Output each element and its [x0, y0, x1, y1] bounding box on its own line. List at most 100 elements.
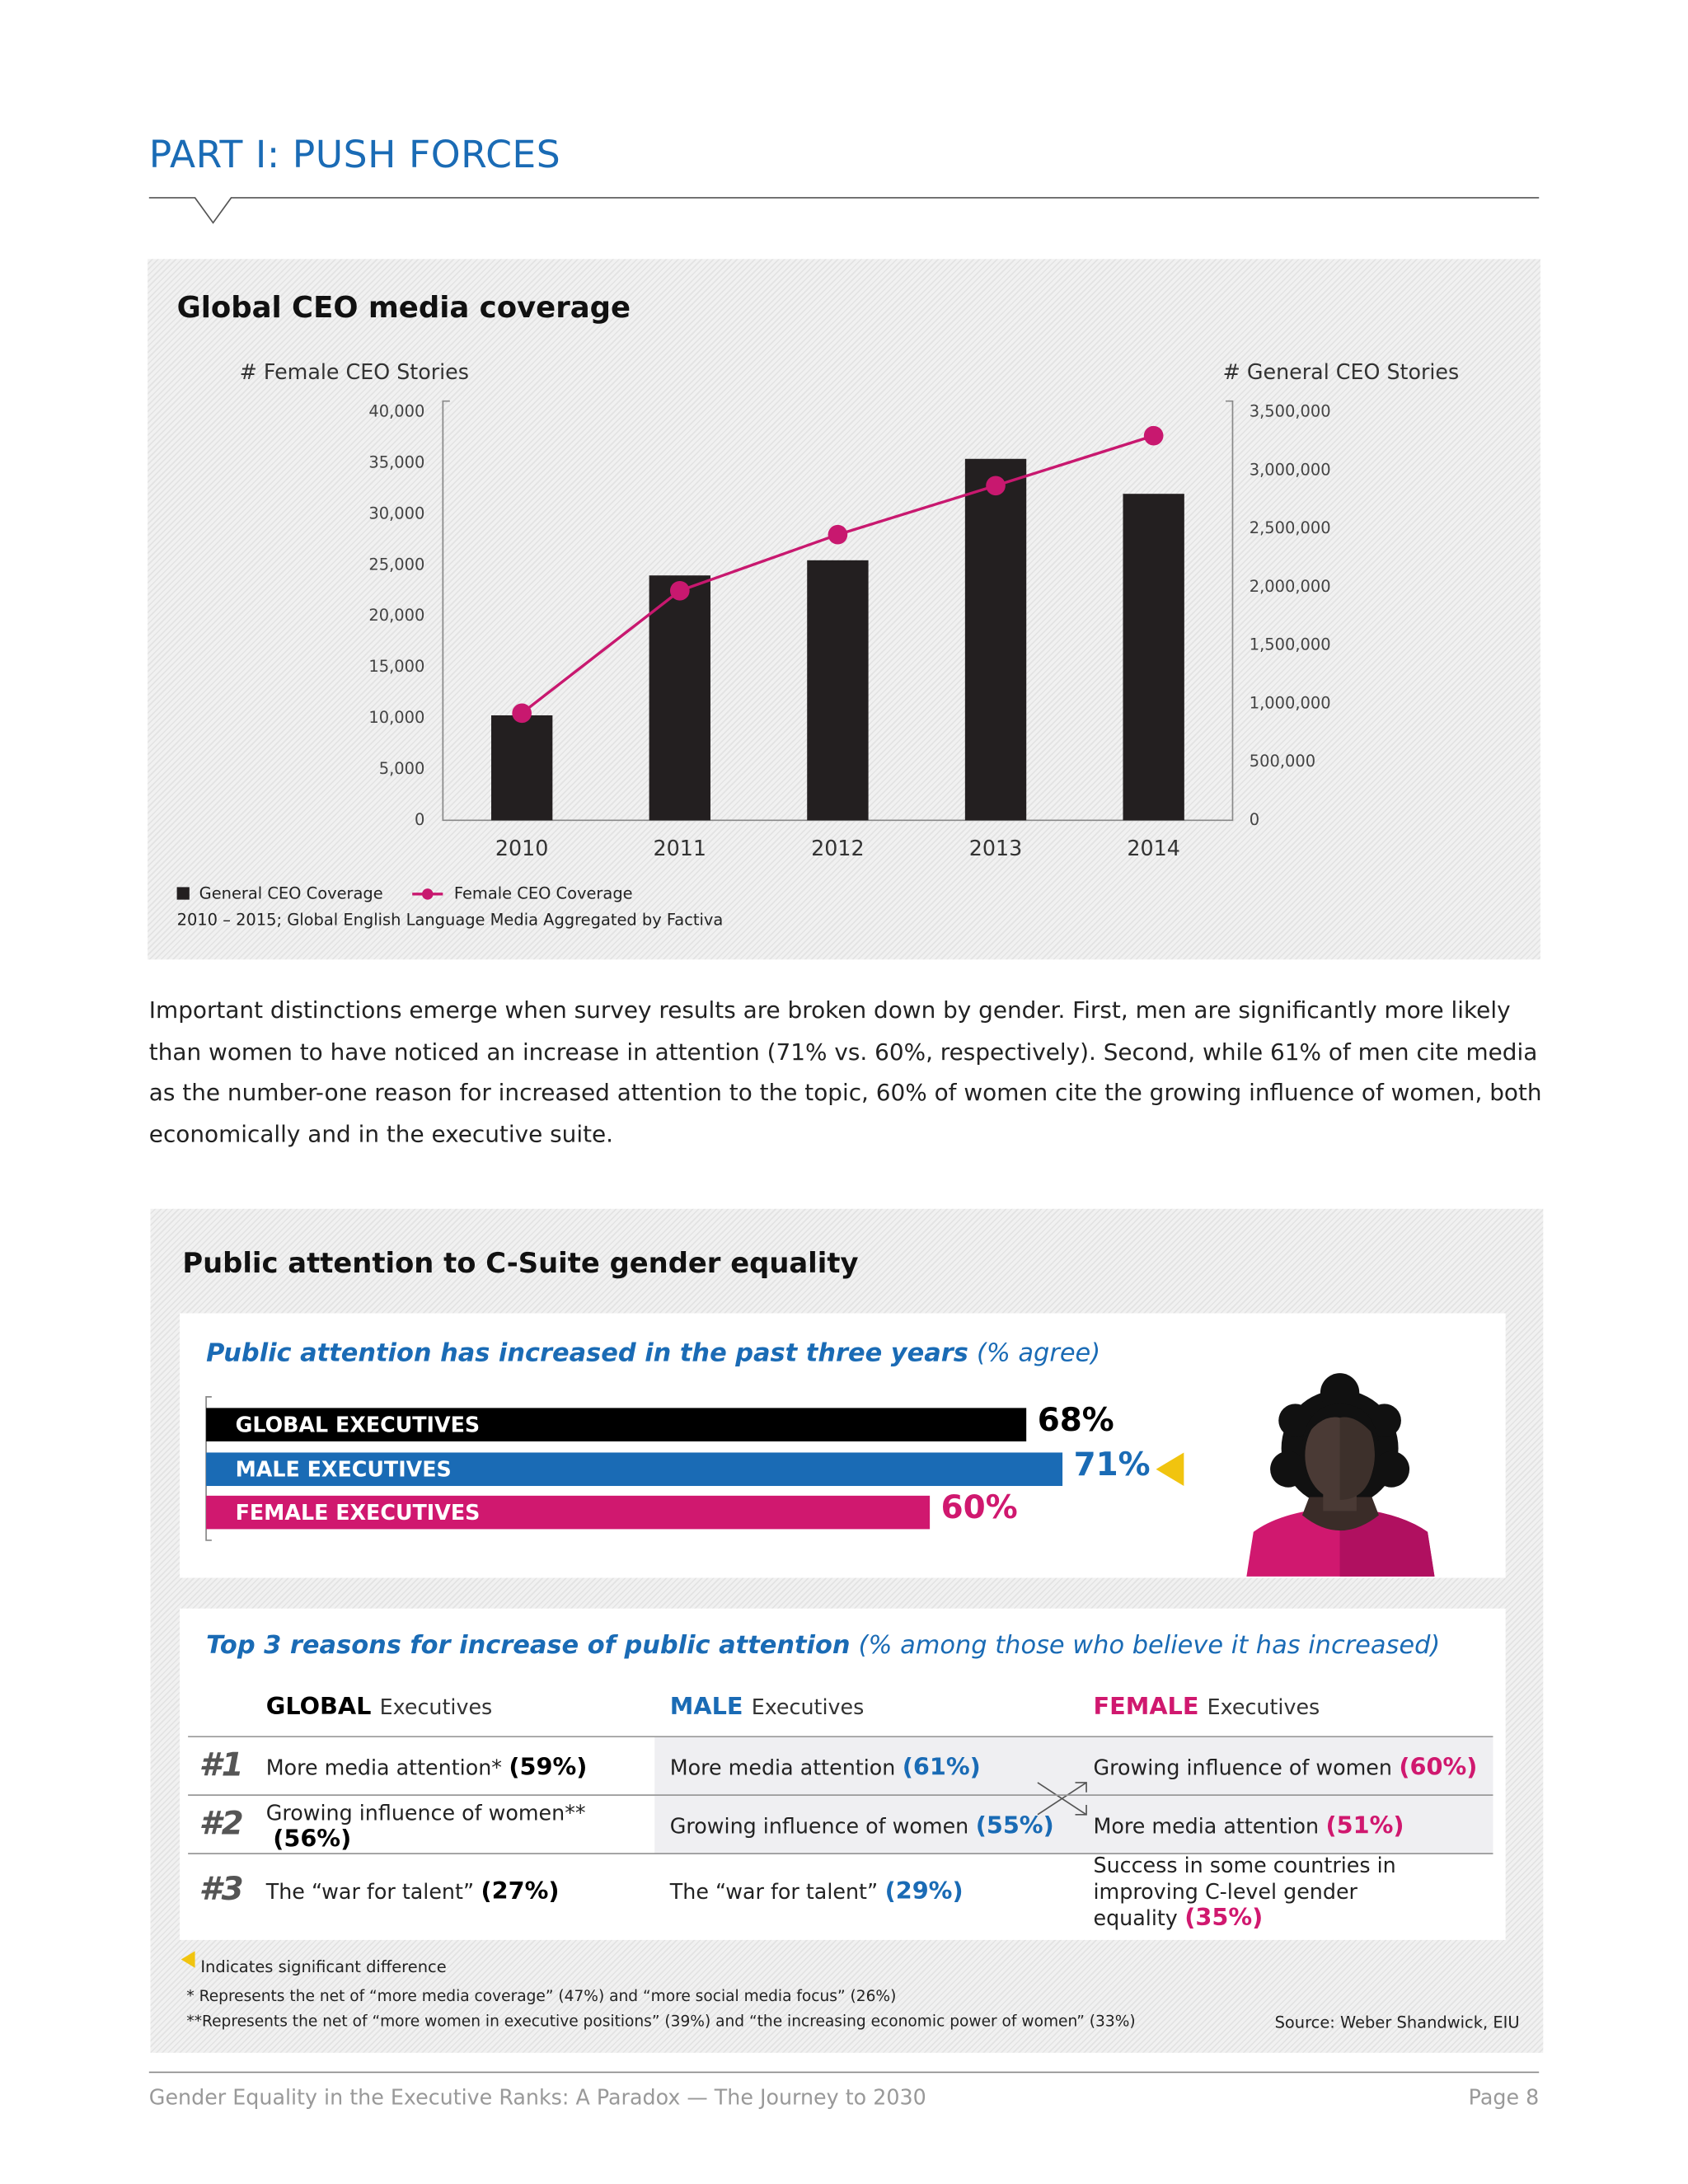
table-cell: Growing influence of women (55%)	[669, 1813, 1067, 1840]
y-tick-label: 5,000	[379, 759, 425, 778]
cell-value: (27%)	[481, 1877, 560, 1906]
column-group: FEMALE	[1093, 1693, 1199, 1722]
significance-marker	[1156, 1452, 1184, 1487]
y-axis-label: # Female CEO Stories	[240, 359, 469, 384]
table-title-main: Top 3 reasons for increase of public att…	[206, 1630, 851, 1661]
cell-value: (60%)	[1399, 1754, 1478, 1783]
bar	[206, 1495, 931, 1530]
bar	[490, 715, 553, 821]
value-label: 60%	[941, 1489, 1018, 1526]
table-cell: Growing influence of women (60%)	[1093, 1755, 1490, 1782]
cell-text: More media attention	[669, 1755, 896, 1781]
cell-text: More media attention	[1093, 1813, 1320, 1840]
column-header: MALE Executives	[670, 1694, 865, 1722]
y2-tick-label: 3,000,000	[1250, 460, 1331, 479]
cell-value: (51%)	[1325, 1812, 1404, 1841]
cell-text: Growing influence of women**	[265, 1800, 586, 1826]
table-cell: The “war for talent” (27%)	[266, 1879, 663, 1905]
column-header: FEMALE Executives	[1093, 1694, 1320, 1722]
y2-tick-label: 1,500,000	[1250, 635, 1331, 654]
column-label: Executives	[379, 1694, 493, 1720]
y-tick-label: 20,000	[368, 606, 424, 625]
bar	[206, 1408, 1027, 1441]
bar	[206, 1452, 1063, 1487]
bar-category: GLOBAL EXECUTIVES	[236, 1412, 481, 1436]
bar	[649, 575, 710, 821]
cell-value: (35%)	[1184, 1904, 1264, 1933]
y-tick-label: 15,000	[368, 657, 424, 676]
legend-swatch	[176, 887, 190, 900]
y-tick-label: 10,000	[368, 708, 424, 727]
legend-label: General CEO Coverage	[199, 883, 383, 902]
legend-label: Female CEO Coverage	[454, 883, 633, 902]
bar	[807, 560, 869, 821]
table-cell: More media attention (61%)	[670, 1755, 1067, 1782]
y-tick-label: 35,000	[368, 453, 424, 472]
x-tick-label: 2013	[969, 836, 1022, 860]
value-label: 68%	[1038, 1402, 1114, 1439]
chart-title: Public attention to C-Suite gender equal…	[182, 1247, 858, 1279]
value-label: 71%	[1074, 1446, 1151, 1483]
chart-note: 2010 – 2015; Global English Language Med…	[177, 910, 724, 929]
column-label: Executives	[751, 1694, 865, 1720]
footnote: **Represents the net of “more women in e…	[186, 2012, 1136, 2031]
bar	[964, 458, 1027, 821]
table-cell: The “war for talent” (29%)	[670, 1879, 1067, 1905]
column-label: Executives	[1207, 1694, 1320, 1720]
cross-arrows	[1037, 1782, 1087, 1816]
y2-tick-label: 3,500,000	[1250, 402, 1331, 421]
footer-title: Gender Equality in the Executive Ranks: …	[148, 2084, 926, 2111]
body-text: than women to have noticed an increase i…	[148, 1038, 1538, 1066]
cell-value: (59%)	[509, 1754, 588, 1783]
bar-category: FEMALE EXECUTIVES	[236, 1500, 481, 1525]
table-cell: Success in some countries in improving C…	[1093, 1853, 1490, 1932]
column-header: GLOBAL Executives	[266, 1694, 493, 1722]
table-cell: More media attention (51%)	[1093, 1812, 1490, 1841]
table-cell: More media attention* (59%)	[266, 1755, 663, 1782]
column-group: GLOBAL	[265, 1693, 372, 1722]
y2-tick-label: 2,000,000	[1250, 577, 1331, 596]
source: Source: Weber Shandwick, EIU	[1274, 2012, 1520, 2032]
cell-value: (29%)	[884, 1877, 964, 1906]
cell-text: The “war for talent”	[265, 1879, 475, 1905]
y-tick-label: 0	[415, 810, 424, 829]
footer-page: Page 8	[1468, 2084, 1540, 2111]
table-title-note: (% among those who believe it has increa…	[858, 1630, 1441, 1661]
subtitle-main: Public attention has increased in the pa…	[206, 1338, 968, 1367]
y-axis	[442, 400, 1234, 822]
y2-tick-label: 1,000,000	[1250, 693, 1331, 712]
y2-tick-label: 0	[1250, 810, 1259, 829]
point	[1143, 425, 1164, 446]
rank: #1	[199, 1747, 244, 1784]
bar-category: MALE EXECUTIVES	[236, 1456, 452, 1481]
y-tick-label: 30,000	[368, 504, 424, 523]
cell-value: (61%)	[902, 1754, 981, 1783]
x-tick-label: 2014	[1127, 836, 1179, 860]
cell-text: Growing influence of women	[669, 1813, 969, 1840]
header-rule	[148, 197, 1540, 224]
y-tick-label: 25,000	[368, 555, 424, 574]
subtitle-note: (% agree)	[977, 1338, 1100, 1367]
table-title: Top 3 reasons for increase of public att…	[206, 1631, 1440, 1660]
significance-note: Indicates significant difference	[200, 1957, 447, 1976]
column-group: MALE	[669, 1693, 743, 1722]
table-cell: Growing influence of women**(56%)	[266, 1801, 663, 1854]
footnote: * Represents the net of “more media cove…	[186, 1987, 897, 2006]
woman-icon	[1246, 1373, 1435, 1577]
legend-swatch	[422, 888, 434, 900]
x-tick-label: 2011	[654, 836, 706, 860]
body-text: as the number-one reason for increased a…	[148, 1080, 1542, 1107]
significance-marker	[181, 1951, 195, 1968]
section-title: PART I: PUSH FORCES	[148, 134, 561, 177]
point	[669, 580, 690, 601]
bar	[1123, 494, 1184, 821]
y2-tick-label: 500,000	[1250, 752, 1315, 771]
y2-tick-label: 2,500,000	[1250, 518, 1331, 537]
rank: #2	[199, 1806, 244, 1843]
x-tick-label: 2010	[495, 836, 548, 860]
body-text: Important distinctions emerge when surve…	[148, 996, 1511, 1024]
cell-value: (56%)	[273, 1825, 352, 1854]
point	[986, 476, 1006, 496]
